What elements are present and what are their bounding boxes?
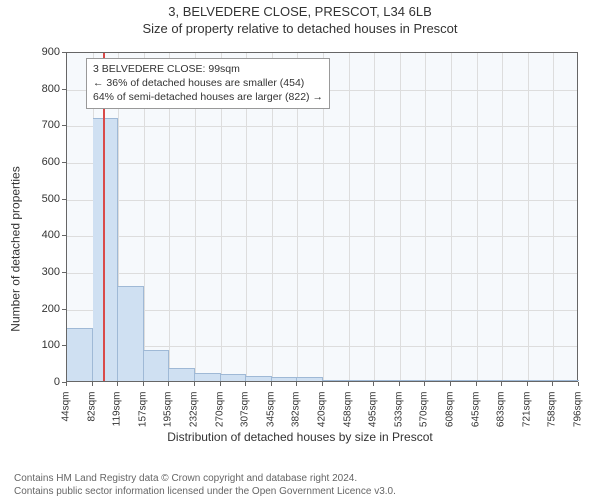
x-tick-label: 307sqm bbox=[240, 392, 251, 436]
y-tick-label: 0 bbox=[26, 376, 60, 388]
x-axis-title: Distribution of detached houses by size … bbox=[0, 430, 600, 444]
y-tick-label: 700 bbox=[26, 119, 60, 131]
histogram-bar bbox=[118, 286, 144, 381]
x-tick-label: 683sqm bbox=[496, 392, 507, 436]
x-tick-label: 270sqm bbox=[214, 392, 225, 436]
y-tick-label: 100 bbox=[26, 339, 60, 351]
histogram-bar bbox=[451, 380, 477, 381]
legend-line-2: ← 36% of detached houses are smaller (45… bbox=[93, 76, 323, 90]
histogram-bar bbox=[553, 380, 579, 381]
x-tick-label: 119sqm bbox=[112, 392, 123, 436]
y-axis-title: Number of detached properties bbox=[6, 84, 26, 414]
x-tick-label: 721sqm bbox=[521, 392, 532, 436]
histogram-bar bbox=[323, 380, 349, 381]
page-title: 3, BELVEDERE CLOSE, PRESCOT, L34 6LB bbox=[0, 4, 600, 19]
x-tick-label: 44sqm bbox=[61, 392, 72, 436]
histogram-bar bbox=[272, 377, 298, 381]
histogram-bar bbox=[67, 328, 93, 381]
legend-line-3: 64% of semi-detached houses are larger (… bbox=[93, 90, 323, 104]
x-tick-label: 420sqm bbox=[317, 392, 328, 436]
x-tick-label: 157sqm bbox=[137, 392, 148, 436]
chart-legend: 3 BELVEDERE CLOSE: 99sqm ← 36% of detach… bbox=[86, 58, 330, 109]
y-tick-label: 200 bbox=[26, 303, 60, 315]
x-tick-label: 796sqm bbox=[573, 392, 584, 436]
y-tick-label: 400 bbox=[26, 229, 60, 241]
histogram-bar bbox=[374, 380, 400, 381]
x-tick-label: 608sqm bbox=[445, 392, 456, 436]
x-tick-label: 232sqm bbox=[189, 392, 200, 436]
x-tick-label: 195sqm bbox=[163, 392, 174, 436]
y-tick-label: 600 bbox=[26, 156, 60, 168]
y-tick-label: 800 bbox=[26, 83, 60, 95]
attribution-text: Contains HM Land Registry data © Crown c… bbox=[14, 472, 396, 498]
histogram-bar bbox=[221, 374, 247, 381]
histogram-chart: Number of detached properties 0 100 200 300… bbox=[0, 44, 600, 434]
y-tick-label: 900 bbox=[26, 46, 60, 58]
x-tick-label: 345sqm bbox=[265, 392, 276, 436]
histogram-bar bbox=[528, 380, 554, 381]
histogram-bar bbox=[477, 380, 503, 381]
x-tick-label: 570sqm bbox=[419, 392, 430, 436]
histogram-bar bbox=[502, 380, 528, 381]
legend-line-1: 3 BELVEDERE CLOSE: 99sqm bbox=[93, 62, 323, 76]
y-tick-label: 300 bbox=[26, 266, 60, 278]
x-tick-label: 495sqm bbox=[368, 392, 379, 436]
x-tick-label: 82sqm bbox=[86, 392, 97, 436]
x-tick-label: 382sqm bbox=[291, 392, 302, 436]
page-subtitle: Size of property relative to detached ho… bbox=[0, 21, 600, 36]
histogram-bar bbox=[297, 377, 323, 381]
x-tick-label: 645sqm bbox=[470, 392, 481, 436]
x-tick-label: 758sqm bbox=[547, 392, 558, 436]
histogram-bar bbox=[195, 373, 221, 381]
histogram-bar bbox=[349, 380, 375, 381]
histogram-bar bbox=[400, 380, 426, 381]
x-tick-label: 533sqm bbox=[393, 392, 404, 436]
histogram-bar bbox=[144, 350, 170, 381]
x-tick-label: 458sqm bbox=[342, 392, 353, 436]
histogram-bar bbox=[246, 376, 272, 382]
y-tick-label: 500 bbox=[26, 193, 60, 205]
histogram-bar bbox=[425, 380, 451, 381]
histogram-bar bbox=[169, 368, 195, 381]
